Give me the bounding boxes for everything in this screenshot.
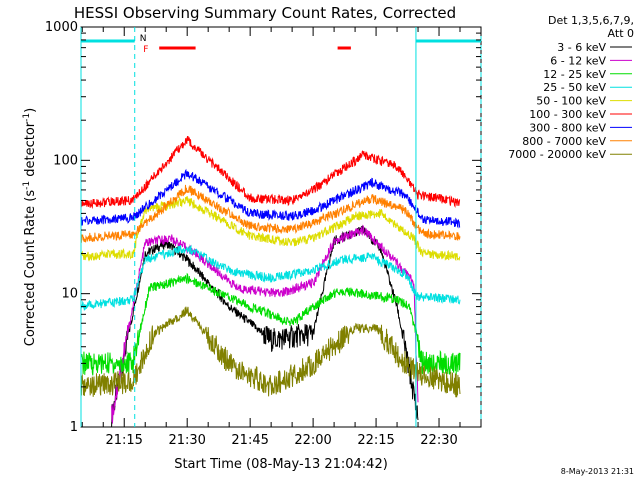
y-tick-label: 1 [70,420,78,435]
legend-label: 3 - 6 keV [557,41,606,54]
x-tick-label: 22:15 [357,433,394,448]
series-line [80,244,461,311]
legend-label: 7000 - 20000 keV [508,148,606,161]
y-axis-label: Corrected Count Rate (s-1 detector-1) [22,108,38,346]
x-tick-label: 22:00 [294,433,331,448]
flag-label: N [140,34,147,44]
legend-label: 12 - 25 keV [543,68,606,81]
legend-header-line1: Det 1,3,5,6,7,9, [548,14,634,27]
x-tick-label: 21:15 [105,433,142,448]
legend-label: 6 - 12 keV [550,54,606,67]
legend-label: 300 - 800 keV [529,121,606,134]
footer-timestamp: 8-May-2013 21:31 [561,467,634,476]
series-line [80,272,461,376]
series-line [80,135,461,210]
x-axis-label: Start Time (08-May-13 21:04:42) [174,457,388,472]
chart-title: HESSI Observing Summary Count Rates, Cor… [74,4,456,22]
y-tick-label: 1000 [45,20,78,35]
series-line [111,224,419,425]
legend-label: 800 - 7000 keV [522,135,606,148]
flag-annotations: NF [80,27,482,427]
series-line [80,184,461,243]
series-line [80,306,461,398]
legend-label: 50 - 100 keV [536,95,606,108]
y-tick-label: 10 [61,287,78,302]
x-tick-label: 21:30 [168,433,205,448]
flag-label: F [143,45,148,55]
x-tick-label: 22:30 [420,433,457,448]
series-line [80,168,461,229]
data-marks [80,135,461,428]
legend-label: 25 - 50 keV [543,81,606,94]
legend-label: 100 - 300 keV [529,108,606,121]
legend-header-line2: Att 0 [608,27,634,40]
axis-ticks: 1 10 100 1000 21:15 21:30 21:45 22:00 22:15 22:30 [45,20,482,448]
y-tick-label: 100 [53,153,78,168]
series-line [80,196,461,262]
x-tick-label: 21:45 [231,433,268,448]
